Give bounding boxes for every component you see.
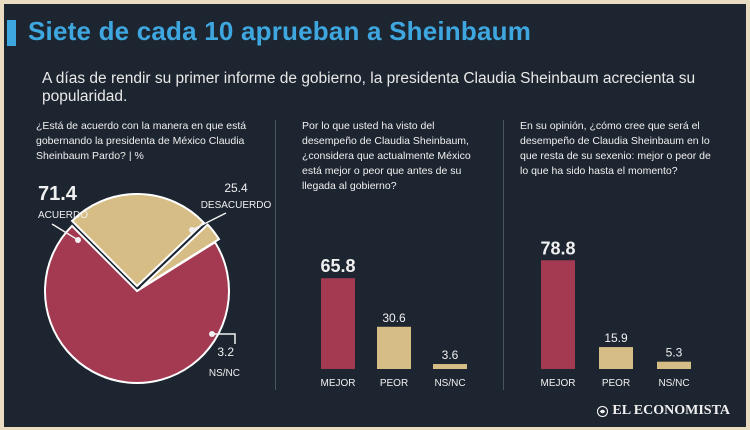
bar-value-1-nsnc: 3.6	[442, 348, 459, 362]
pie-value-desacuerdo: 25.4	[224, 181, 248, 195]
bar-value-2-mejor: 78.8	[540, 238, 575, 258]
bar-value-1-peor: 30.6	[382, 311, 406, 325]
title-accent-bar	[7, 20, 16, 46]
bar-value-1-mejor: 65.8	[320, 256, 355, 276]
pie-slice-acuerdo	[44, 224, 230, 384]
title-bar: Siete de cada 10 aprueban a Sheinbaum	[4, 14, 746, 48]
infographic-frame: Siete de cada 10 aprueban a Sheinbaum A …	[4, 4, 746, 427]
divider-left	[275, 120, 276, 390]
pie-slice-nsnc	[140, 223, 221, 289]
bar-value-2-peor: 15.9	[604, 331, 628, 345]
bar-chart-1-question: Por lo que usted ha visto del desempeño …	[302, 120, 471, 192]
bar-2-nsnc	[657, 361, 691, 369]
bar-1-peor	[377, 326, 411, 369]
pie-value-nsnc: 3.2	[217, 345, 234, 359]
bar-value-2-nsnc: 5.3	[666, 346, 683, 360]
bar-chart-2-question: En su opinión, ¿cómo cree que será el de…	[520, 120, 711, 177]
pie-label-desacuerdo: DESACUERDO	[201, 200, 272, 211]
bar-category-1-nsnc: NS/NC	[434, 378, 465, 389]
bar-category-2-nsnc: NS/NC	[658, 378, 689, 389]
pie-leader-desacuerdo	[191, 212, 227, 231]
bar-category-1-mejor: MEJOR	[321, 378, 356, 389]
pie-value-acuerdo: 71.4	[38, 183, 78, 205]
brand-logo: EL ECONOMISTA	[597, 403, 730, 419]
bar-1-mejor	[321, 278, 355, 369]
page-title: Siete de cada 10 aprueban a Sheinbaum	[28, 16, 532, 46]
bar-category-2-mejor: MEJOR	[541, 378, 576, 389]
pie-slice-desacuerdo	[70, 193, 206, 288]
pie-label-acuerdo: ACUERDO	[38, 210, 88, 221]
brand-logo-icon	[597, 405, 609, 417]
pie-leader-nsnc	[212, 333, 236, 344]
bar-category-2-peor: PEOR	[602, 378, 630, 389]
pie-leader-dot-acuerdo	[75, 237, 81, 243]
brand-logo-text: EL ECONOMISTA	[612, 403, 730, 418]
charts-svg: 71.4 ACUERDO 25.4 DESACUERDO 3.2 NS/NC 65.8 MEJ…	[38, 181, 691, 389]
pie-question: ¿Está de acuerdo con la manera en que es…	[36, 120, 247, 162]
bar-2-peor	[599, 347, 633, 369]
pie-leader-dot-nsnc	[209, 331, 215, 337]
page-subtitle: A días de rendir su primer informe de go…	[42, 70, 696, 105]
bar-2-mejor	[541, 260, 575, 369]
divider-right	[503, 120, 504, 390]
pie-label-nsnc: NS/NC	[209, 368, 240, 379]
pie-leader-dot-desacuerdo	[189, 227, 195, 233]
bar-category-1-peor: PEOR	[380, 378, 408, 389]
pie-leader-acuerdo	[51, 223, 79, 241]
bar-1-nsnc	[433, 364, 467, 369]
